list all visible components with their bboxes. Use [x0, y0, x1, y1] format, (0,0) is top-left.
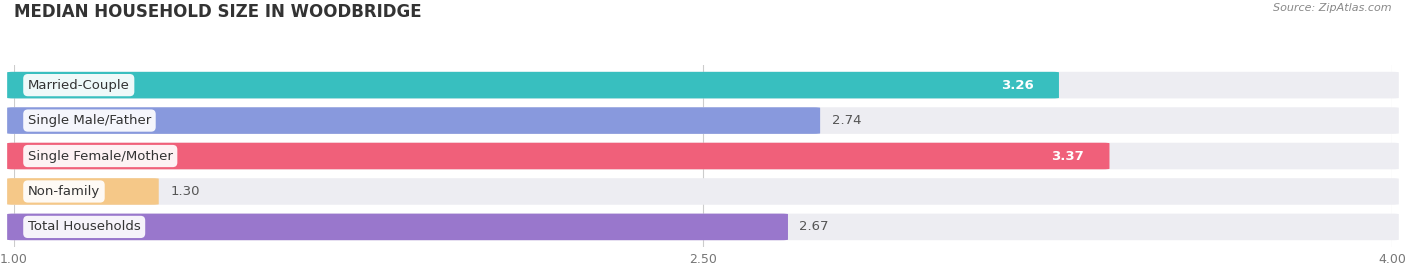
FancyBboxPatch shape	[7, 214, 1399, 240]
Text: Single Female/Mother: Single Female/Mother	[28, 150, 173, 162]
Text: 1.30: 1.30	[170, 185, 200, 198]
FancyBboxPatch shape	[7, 143, 1399, 169]
FancyBboxPatch shape	[7, 143, 1109, 169]
Text: Single Male/Father: Single Male/Father	[28, 114, 150, 127]
FancyBboxPatch shape	[7, 214, 787, 240]
FancyBboxPatch shape	[7, 178, 1399, 205]
Text: 3.37: 3.37	[1052, 150, 1084, 162]
Text: Source: ZipAtlas.com: Source: ZipAtlas.com	[1274, 3, 1392, 13]
Text: 3.26: 3.26	[1001, 79, 1033, 92]
FancyBboxPatch shape	[7, 72, 1059, 98]
FancyBboxPatch shape	[7, 107, 820, 134]
Text: Married-Couple: Married-Couple	[28, 79, 129, 92]
FancyBboxPatch shape	[7, 72, 1399, 98]
Text: Non-family: Non-family	[28, 185, 100, 198]
FancyBboxPatch shape	[7, 178, 159, 205]
FancyBboxPatch shape	[7, 107, 1399, 134]
Text: MEDIAN HOUSEHOLD SIZE IN WOODBRIDGE: MEDIAN HOUSEHOLD SIZE IN WOODBRIDGE	[14, 3, 422, 21]
Text: 2.67: 2.67	[800, 220, 830, 233]
Text: Total Households: Total Households	[28, 220, 141, 233]
Text: 2.74: 2.74	[831, 114, 860, 127]
